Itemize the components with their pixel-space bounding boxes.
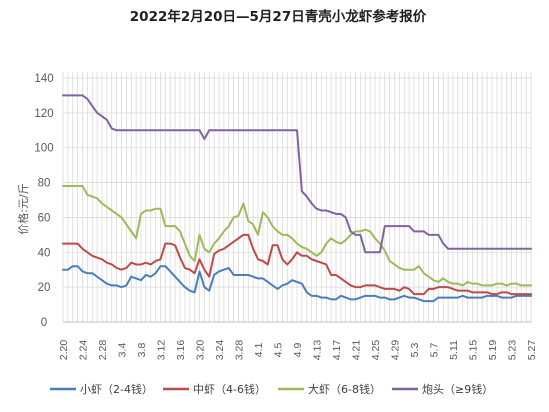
- x-tick-label: 4.17: [331, 340, 343, 361]
- x-tick-label: 4.1: [253, 343, 265, 358]
- x-tick-label: 5.3: [409, 343, 421, 358]
- y-tick-label: 0: [41, 317, 47, 329]
- x-tick-label: 5.11: [448, 340, 460, 360]
- legend-label: 中虾（4-6钱）: [193, 382, 266, 396]
- x-tick-label: 4.21: [351, 340, 363, 361]
- series-line-4: [62, 94, 532, 254]
- y-tick-label: 80: [38, 178, 51, 190]
- legend: 小虾（2-4钱） 中虾（4-6钱） 大虾（6-8钱） 炮头（≥9钱）: [50, 382, 493, 396]
- series-lines: [62, 94, 532, 303]
- y-tick-label: 120: [34, 108, 53, 120]
- series-line-3: [62, 185, 532, 287]
- y-tick-label: 100: [34, 143, 53, 155]
- y-tick-label: 20: [38, 282, 51, 294]
- x-tick-label: 3.12: [156, 340, 168, 361]
- series-line-2: [62, 233, 532, 296]
- x-tick-label: 5.19: [487, 340, 499, 361]
- x-tick-label: 3.8: [136, 343, 148, 358]
- x-tick-label: 5.15: [468, 340, 480, 361]
- x-tick-label: 4.25: [370, 340, 382, 361]
- x-tick-label: 3.16: [175, 340, 187, 361]
- y-tick-label: 60: [38, 212, 51, 224]
- x-axis-ticks: 2.20 2.24 2.28 3.4 3.8 3.12 3.16 3.20 3.24 3.28 4.…: [58, 340, 538, 361]
- x-tick-label: 3.20: [195, 340, 207, 361]
- legend-label: 炮头（≥9钱）: [422, 382, 493, 396]
- legend-label: 小虾（2-4钱）: [80, 382, 153, 396]
- x-tick-label: 5.27: [526, 340, 538, 361]
- series-line-1: [62, 265, 532, 303]
- y-axis-ticks: 0 20 40 60 80 100 120 140: [34, 73, 53, 329]
- x-tick-label: 3.4: [117, 343, 129, 358]
- x-tick-label: 4.13: [312, 340, 324, 361]
- y-axis-label: 价格:元/斤: [16, 183, 30, 234]
- x-tick-label: 5.23: [507, 340, 519, 361]
- x-tick-label: 2.24: [78, 340, 90, 361]
- y-tick-label: 140: [34, 73, 53, 85]
- x-tick-label: 2.20: [58, 340, 70, 361]
- x-tick-label: 3.28: [234, 340, 246, 361]
- x-tick-label: 3.24: [214, 340, 226, 361]
- legend-label: 大虾（6-8钱）: [308, 382, 381, 396]
- chart-title: 2022年2月20日—5月27日青壳小龙虾参考报价: [130, 8, 427, 25]
- x-tick-label: 4.29: [390, 340, 402, 361]
- x-tick-label: 5.7: [429, 343, 441, 358]
- y-tick-label: 40: [38, 247, 51, 259]
- x-tick-label: 2.28: [97, 340, 109, 361]
- grid: [62, 72, 532, 323]
- x-tick-label: 4.5: [273, 343, 285, 358]
- x-tick-label: 4.9: [292, 343, 304, 358]
